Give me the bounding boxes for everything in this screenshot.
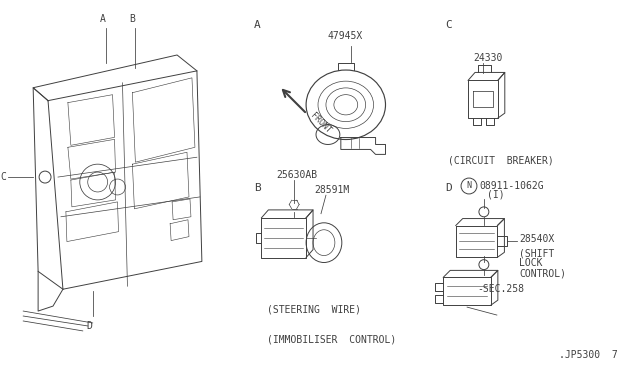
Text: 08911-1062G: 08911-1062G <box>479 181 543 191</box>
Text: B: B <box>254 183 261 193</box>
Text: A: A <box>100 14 106 24</box>
Text: (I): (I) <box>487 189 504 199</box>
Text: N: N <box>467 182 472 190</box>
Text: FRONT: FRONT <box>309 111 333 135</box>
Text: (SHIFT: (SHIFT <box>519 248 554 258</box>
Text: 47945X: 47945X <box>328 32 363 41</box>
Text: D: D <box>445 183 452 193</box>
Text: LOCK: LOCK <box>519 258 543 268</box>
Text: (CIRCUIT  BREAKER): (CIRCUIT BREAKER) <box>448 155 554 165</box>
Text: A: A <box>254 20 261 31</box>
Text: 24330: 24330 <box>474 52 503 62</box>
Text: C: C <box>445 20 452 31</box>
Text: 25630AB: 25630AB <box>276 170 317 180</box>
Text: (IMMOBILISER  CONTROL): (IMMOBILISER CONTROL) <box>267 334 396 344</box>
Text: B: B <box>129 14 135 24</box>
Text: -SEC.258: -SEC.258 <box>477 283 524 294</box>
Text: D: D <box>87 321 93 331</box>
Text: CONTROL): CONTROL) <box>519 268 566 278</box>
Text: 28540X: 28540X <box>519 234 554 244</box>
Text: 28591M: 28591M <box>314 185 349 195</box>
Text: (STEERING  WIRE): (STEERING WIRE) <box>267 305 361 315</box>
Text: .JP5300  7: .JP5300 7 <box>559 350 618 360</box>
Text: C: C <box>1 172 6 182</box>
